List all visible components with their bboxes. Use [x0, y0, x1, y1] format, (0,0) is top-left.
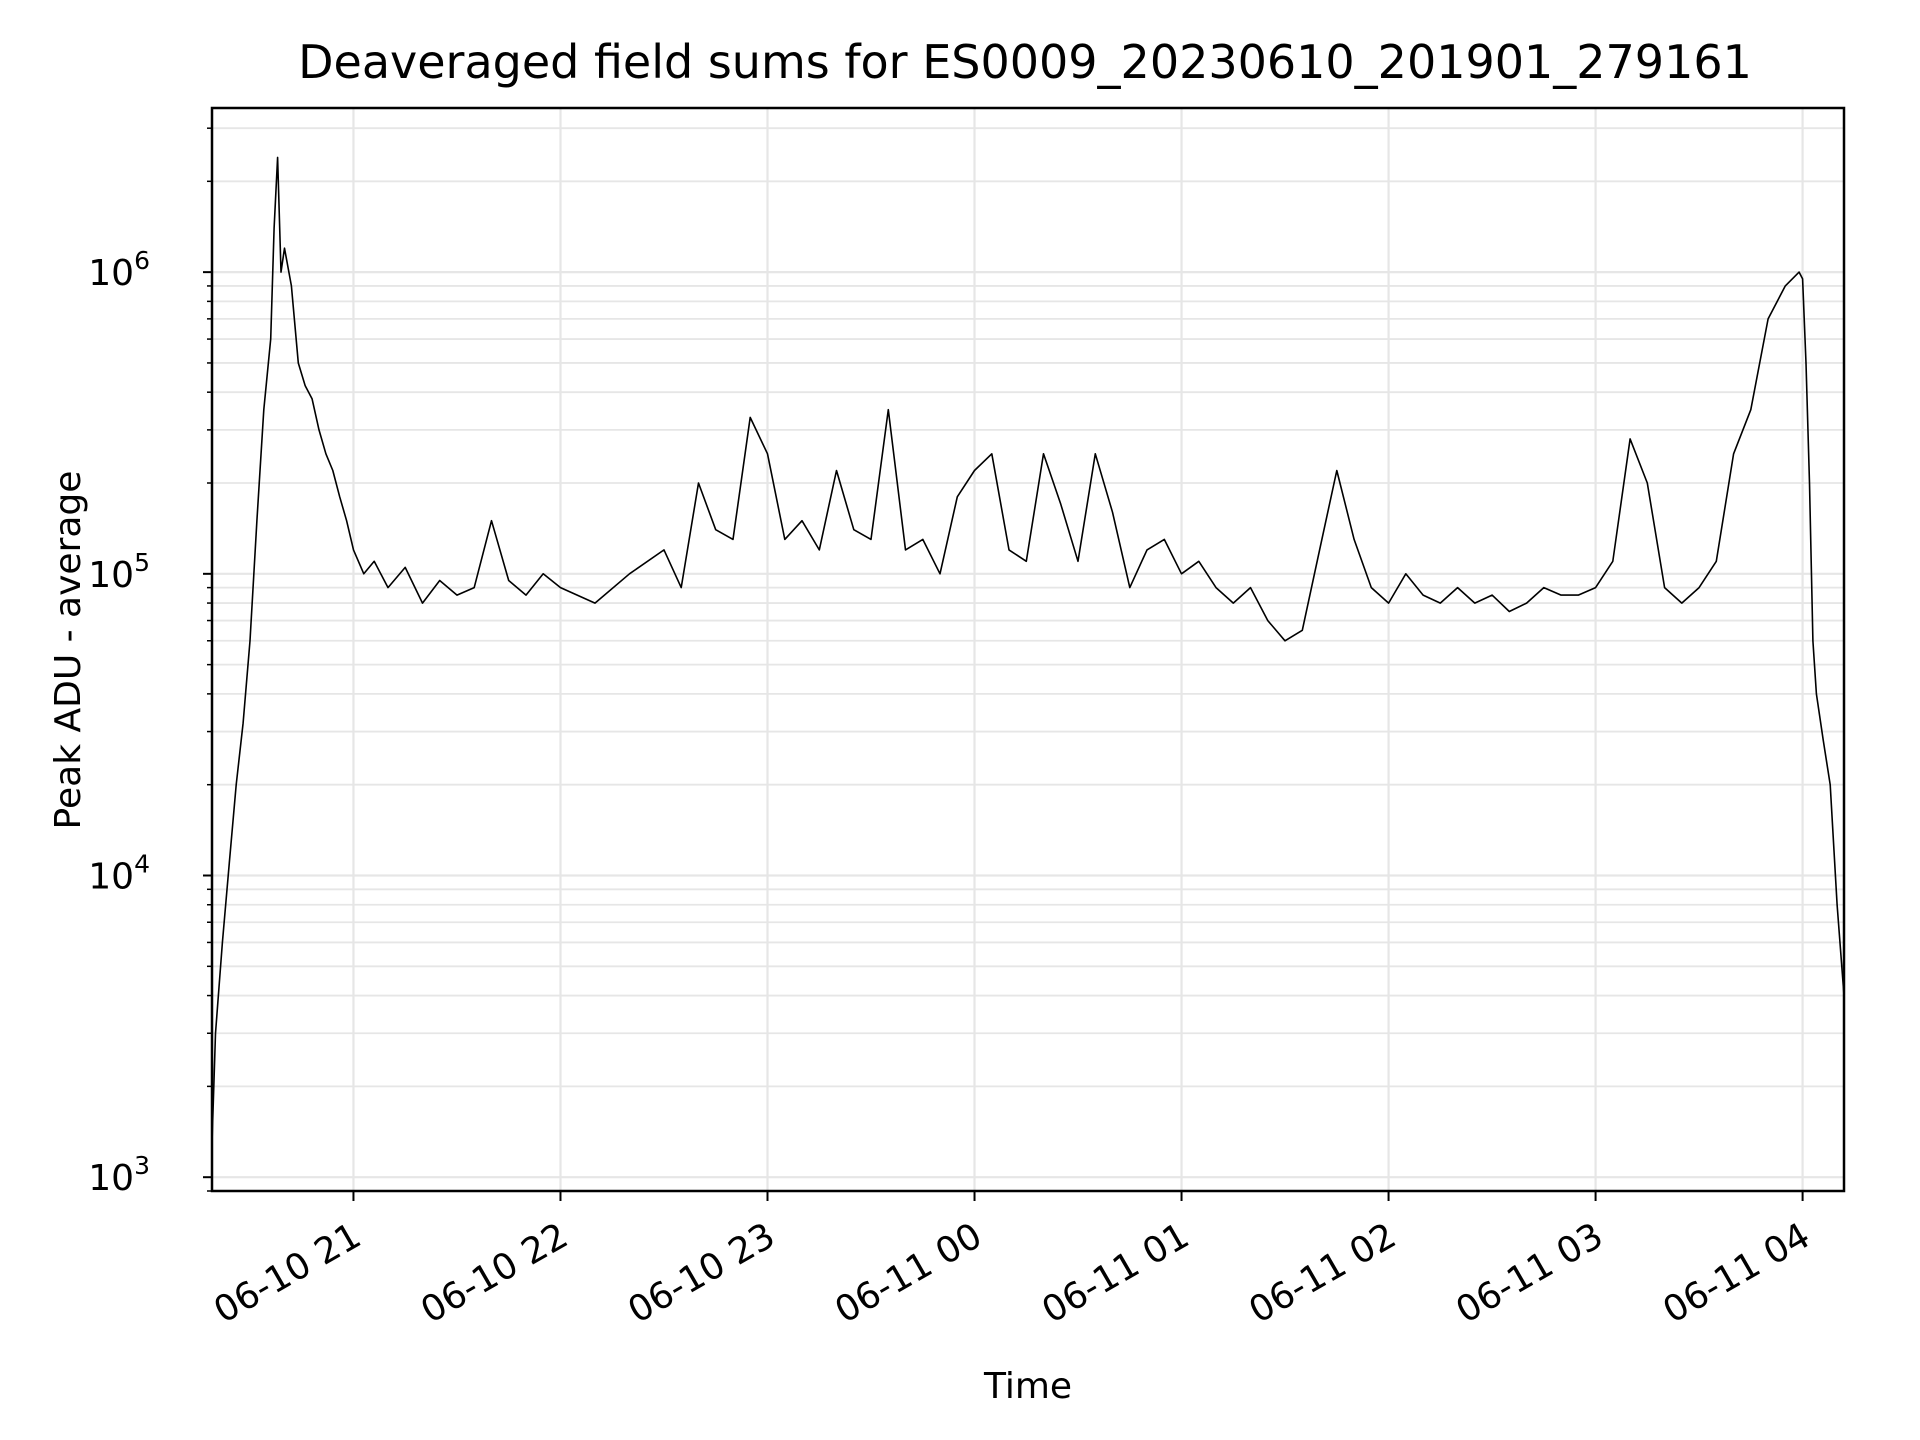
chart-title: Deaveraged field sums for ES0009_2023061… — [298, 35, 1752, 89]
plot-area — [211, 156, 1845, 1143]
grid — [212, 108, 1844, 1192]
y-axis-label: Peak ADU - average — [48, 471, 89, 830]
x-axis-label: Time — [983, 1366, 1072, 1407]
y-tick-label: 104 — [88, 850, 150, 898]
y-tick-label: 105 — [88, 548, 150, 596]
series-line — [211, 156, 1845, 1143]
y-tick-label: 103 — [88, 1151, 150, 1199]
y-tick-label: 106 — [88, 246, 150, 294]
axes-frame — [210, 106, 1846, 1193]
